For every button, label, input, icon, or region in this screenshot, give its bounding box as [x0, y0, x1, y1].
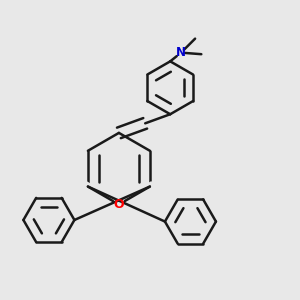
Text: N: N	[176, 46, 186, 59]
Text: O: O	[114, 198, 124, 211]
